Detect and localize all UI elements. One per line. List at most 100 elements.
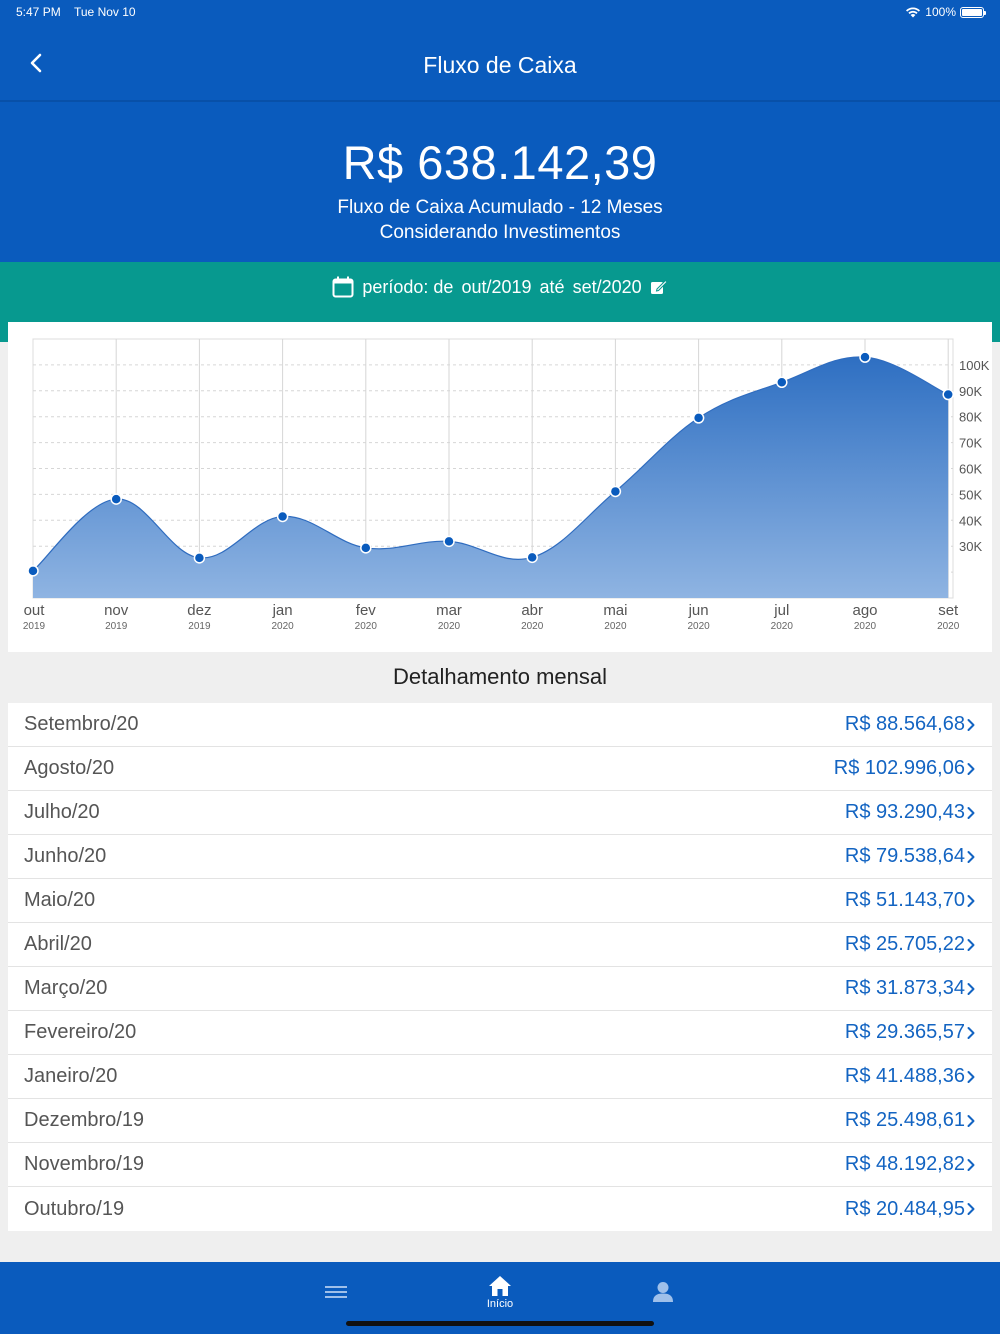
y-tick-label: 30K xyxy=(959,539,982,554)
chevron-right-icon xyxy=(967,718,975,731)
list-item-month: Agosto/20 xyxy=(24,757,115,779)
period-selector[interactable]: período: de out/2019 até set/2020 xyxy=(0,276,1000,298)
list-item[interactable]: Agosto/20 R$ 102.996,06 xyxy=(8,747,992,791)
list-item-month: Abril/20 xyxy=(24,933,92,955)
y-tick-label: 40K xyxy=(959,513,982,528)
list-item-value: R$ 51.143,70 xyxy=(844,889,965,911)
list-item-right: R$ 41.488,36 xyxy=(845,1065,976,1088)
status-time: 5:47 PM xyxy=(16,5,61,19)
chevron-right-icon xyxy=(967,982,975,995)
summary-panel: R$ 638.142,39 Fluxo de Caixa Acumulado -… xyxy=(0,102,1000,262)
x-tick-year: 2020 xyxy=(937,621,960,632)
x-tick-label: out xyxy=(24,602,46,619)
data-point-fev xyxy=(360,542,372,554)
battery-icon xyxy=(960,6,986,18)
list-item-right: R$ 51.143,70 xyxy=(845,889,976,912)
x-tick-label: fev xyxy=(356,602,377,619)
edit-icon[interactable] xyxy=(650,278,668,296)
list-item-right: R$ 93.290,43 xyxy=(845,801,976,824)
list-item-value: R$ 102.996,06 xyxy=(833,757,965,779)
data-point-jul xyxy=(776,376,788,389)
list-item[interactable]: Julho/20 R$ 93.290,43 xyxy=(8,791,992,835)
chevron-right-icon xyxy=(967,894,975,907)
period-from: out/2019 xyxy=(461,276,532,297)
chevron-right-icon xyxy=(967,1114,975,1127)
monthly-detail-list: Setembro/20 R$ 88.564,68 Agosto/20 R$ 102.9… xyxy=(8,703,992,1231)
list-item[interactable]: Maio/20 R$ 51.143,70 xyxy=(8,879,992,923)
chevron-right-icon xyxy=(967,938,975,951)
list-item[interactable]: Setembro/20 R$ 88.564,68 xyxy=(8,703,992,747)
status-date: Tue Nov 10 xyxy=(74,5,136,19)
list-item-month: Maio/20 xyxy=(24,889,96,911)
list-item[interactable]: Outubro/19 R$ 20.484,95 xyxy=(8,1187,992,1231)
x-tick-year: 2020 xyxy=(438,621,461,632)
list-item-right: R$ 25.498,61 xyxy=(845,1109,976,1132)
x-tick-year: 2019 xyxy=(23,621,46,632)
list-item-month: Março/20 xyxy=(24,977,108,999)
list-item-right: R$ 29.365,57 xyxy=(845,1021,976,1044)
x-tick-label: mai xyxy=(603,602,627,619)
tab-home[interactable]: Início xyxy=(475,1262,525,1322)
x-tick-year: 2020 xyxy=(521,621,544,632)
x-tick-label: mar xyxy=(436,602,462,619)
list-item[interactable]: Dezembro/19 R$ 25.498,61 xyxy=(8,1099,992,1143)
chevron-right-icon xyxy=(967,850,975,863)
list-item-value: R$ 20.484,95 xyxy=(844,1197,965,1220)
summary-line-2: Considerando Investimentos xyxy=(379,222,621,243)
period-to: set/2020 xyxy=(572,276,642,297)
tab-menu[interactable] xyxy=(316,1262,356,1322)
page-title: Fluxo de Caixa xyxy=(423,52,577,78)
nav-bar: Fluxo de Caixa xyxy=(0,24,1000,102)
summary-line-1: Fluxo de Caixa Acumulado - 12 Meses xyxy=(337,197,663,218)
x-tick-year: 2020 xyxy=(687,621,710,632)
list-item[interactable]: Novembro/19 R$ 48.192,82 xyxy=(8,1143,992,1187)
cash-flow-chart: 30K 40K 50K 60K 70K 80K 90K 100K out 2019 nov 2019 d… xyxy=(8,322,992,652)
calendar-icon xyxy=(332,276,354,298)
x-tick-label: jul xyxy=(773,602,789,619)
list-item-right: R$ 31.873,34 xyxy=(845,977,976,1000)
list-item-value: R$ 88.564,68 xyxy=(844,713,965,735)
y-tick-label: 100K xyxy=(959,358,990,373)
list-item-right: R$ 20.484,95 xyxy=(845,1198,976,1221)
list-item-month: Outubro/19 xyxy=(24,1197,125,1220)
list-item-value: R$ 79.538,64 xyxy=(844,845,965,867)
data-point-set xyxy=(942,388,954,401)
list-item[interactable]: Janeiro/20 R$ 41.488,36 xyxy=(8,1055,992,1099)
x-tick-label: ago xyxy=(852,602,877,619)
list-item-value: R$ 25.705,22 xyxy=(844,933,965,955)
list-item-value: R$ 93.290,43 xyxy=(844,801,965,823)
list-item[interactable]: Fevereiro/20 R$ 29.365,57 xyxy=(8,1011,992,1055)
home-icon xyxy=(489,1275,511,1296)
x-tick-label: jan xyxy=(272,602,293,619)
list-item-month: Fevereiro/20 xyxy=(24,1021,137,1043)
y-tick-label: 70K xyxy=(959,436,982,451)
wifi-icon xyxy=(906,7,921,18)
list-item-month: Novembro/19 xyxy=(24,1153,145,1175)
chart-area xyxy=(33,356,949,598)
period-until-label: até xyxy=(539,276,565,297)
list-item-month: Julho/20 xyxy=(24,801,100,823)
tab-profile[interactable] xyxy=(648,1262,678,1322)
list-item-right: R$ 48.192,82 xyxy=(845,1153,976,1176)
data-point-mai xyxy=(609,485,622,498)
list-item-value: R$ 48.192,82 xyxy=(844,1153,965,1175)
list-item[interactable]: Março/20 R$ 31.873,34 xyxy=(8,967,992,1011)
y-tick-label: 60K xyxy=(959,462,982,477)
chevron-right-icon xyxy=(967,1026,975,1039)
x-tick-year: 2020 xyxy=(355,621,378,632)
list-item-right: R$ 102.996,06 xyxy=(834,757,976,780)
status-right: 100% xyxy=(905,5,986,19)
x-tick-year: 2020 xyxy=(271,621,294,632)
x-tick-label: nov xyxy=(104,602,129,619)
list-item[interactable]: Junho/20 R$ 79.538,64 xyxy=(8,835,992,879)
back-chevron-icon[interactable] xyxy=(22,48,52,78)
list-item[interactable]: Abril/20 R$ 25.705,22 xyxy=(8,923,992,967)
x-tick-year: 2019 xyxy=(105,621,128,632)
list-item-month: Dezembro/19 xyxy=(24,1109,145,1131)
status-bar: 5:47 PM Tue Nov 10 100% xyxy=(0,0,1000,24)
menu-icon xyxy=(325,1286,347,1298)
details-title: Detalhamento mensal xyxy=(392,664,607,689)
y-tick-label: 90K xyxy=(959,384,982,399)
list-item-value: R$ 25.498,61 xyxy=(844,1109,965,1131)
x-tick-label: set xyxy=(938,602,959,619)
